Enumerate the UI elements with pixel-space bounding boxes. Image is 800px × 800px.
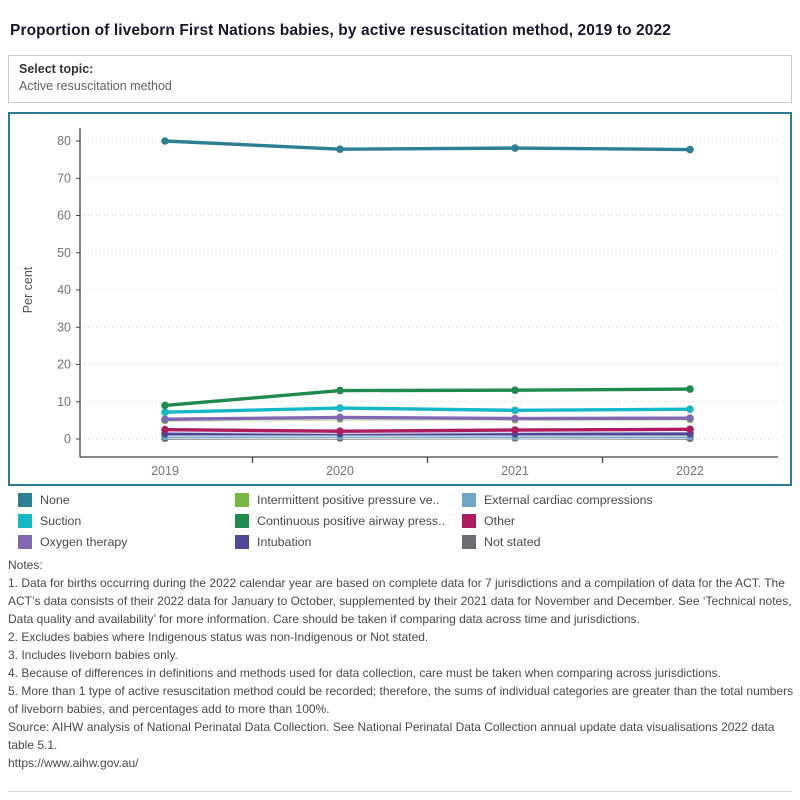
legend-swatch	[462, 513, 476, 528]
note-line: 2. Excludes babies where Indigenous stat…	[8, 630, 429, 644]
topic-selector-label: Select topic:	[19, 62, 94, 76]
y-tick-label: 80	[57, 134, 71, 148]
y-tick-label: 50	[57, 246, 71, 260]
legend-swatch	[18, 513, 32, 528]
page-title: Proportion of liveborn First Nations bab…	[10, 22, 671, 39]
y-tick-label: 60	[57, 209, 71, 223]
y-tick-label: 10	[57, 395, 71, 409]
legend-item-oxygen-therapy[interactable]: Oxygen therapy	[18, 534, 235, 549]
legend-item-external-cardiac-compressions[interactable]: External cardiac compressions	[462, 492, 790, 507]
data-point-none-2022[interactable]	[686, 145, 694, 154]
data-point-continuous-positive-airway-pressure-2022[interactable]	[686, 385, 694, 393]
y-tick-label: 40	[57, 283, 71, 297]
data-point-other-2022[interactable]	[686, 425, 694, 434]
x-axis-label-2022: 2022	[676, 464, 704, 478]
topic-selector-value[interactable]: Active resuscitation method	[19, 79, 172, 93]
series-line-suction[interactable]	[163, 406, 692, 414]
data-point-other-2021[interactable]	[511, 426, 519, 434]
legend-label: Suction	[40, 513, 82, 528]
source-url-link[interactable]: https://www.aihw.gov.au/	[8, 756, 139, 770]
legend-swatch	[18, 534, 32, 549]
data-point-suction-2022[interactable]	[686, 405, 694, 414]
legend-label: Not stated	[484, 534, 541, 549]
source-text: Source: AIHW analysis of National Perina…	[8, 720, 775, 752]
note-line: 4. Because of differences in definitions…	[8, 666, 721, 680]
data-point-none-2021[interactable]	[511, 144, 519, 152]
y-tick-label: 20	[57, 358, 71, 372]
legend-label: Other	[484, 513, 515, 528]
data-point-continuous-positive-airway-pressure-2019[interactable]	[161, 401, 169, 410]
series-line-continuous-positive-airway-pressure[interactable]	[163, 387, 692, 408]
data-point-oxygen-therapy-2022[interactable]	[686, 414, 694, 422]
legend-swatch	[462, 534, 476, 549]
data-point-oxygen-therapy-2020[interactable]	[336, 413, 344, 422]
legend-label: Intubation	[257, 534, 312, 549]
series-line-oxygen-therapy[interactable]	[163, 415, 692, 421]
line-chart: 0 10 20 30 40 50 60 70 80 2019 2020 2021 2022 Per cen…	[8, 112, 792, 486]
legend-swatch	[235, 513, 249, 528]
data-point-other-2019[interactable]	[161, 425, 169, 434]
x-axis-label-2019: 2019	[151, 464, 179, 478]
data-point-suction-2021[interactable]	[511, 406, 519, 415]
legend-swatch	[235, 534, 249, 549]
y-tick-label: 70	[57, 171, 71, 185]
legend-item-other[interactable]: Other	[462, 513, 790, 528]
topic-selector: Select topic: Active resuscitation metho…	[8, 55, 792, 103]
legend-item-intubation[interactable]: Intubation	[235, 534, 462, 549]
y-tick-label: 30	[57, 320, 71, 334]
series-line-other[interactable]	[163, 427, 692, 433]
data-point-oxygen-therapy-2021[interactable]	[511, 414, 519, 423]
chart-legend: None Intermittent positive pressure ve.. E…	[18, 492, 790, 549]
legend-label: External cardiac compressions	[484, 492, 653, 507]
notes-heading: Notes:	[8, 558, 43, 572]
notes-section: Notes: 1. Data for births occurring duri…	[8, 556, 794, 772]
data-point-none-2020[interactable]	[336, 145, 344, 153]
legend-item-continuous-positive-airway-press[interactable]: Continuous positive airway press..	[235, 513, 462, 528]
legend-label: None	[40, 492, 70, 507]
legend-label: Intermittent positive pressure ve..	[257, 492, 440, 507]
data-point-suction-2019[interactable]	[161, 408, 169, 416]
legend-item-none[interactable]: None	[18, 492, 235, 507]
data-point-suction-2020[interactable]	[336, 404, 344, 412]
legend-item-suction[interactable]: Suction	[18, 513, 235, 528]
data-point-continuous-positive-airway-pressure-2021[interactable]	[511, 386, 519, 395]
note-line: 1. Data for births occurring during the …	[8, 576, 792, 626]
note-line: 3. Includes liveborn babies only.	[8, 648, 178, 662]
legend-swatch	[462, 492, 476, 507]
legend-label: Continuous positive airway press..	[257, 513, 446, 528]
y-axis-title: Per cent	[21, 266, 35, 313]
series-line-none[interactable]	[163, 139, 692, 152]
data-point-other-2020[interactable]	[336, 427, 344, 435]
data-point-oxygen-therapy-2019[interactable]	[161, 415, 169, 424]
x-axis-label-2021: 2021	[501, 464, 529, 478]
legend-item-intermittent-positive-pressure-ve[interactable]: Intermittent positive pressure ve..	[235, 492, 462, 507]
bottom-divider	[8, 791, 792, 792]
legend-item-not-stated[interactable]: Not stated	[462, 534, 790, 549]
legend-swatch	[235, 492, 249, 507]
y-tick-label: 0	[64, 432, 71, 446]
legend-label: Oxygen therapy	[40, 534, 128, 549]
data-point-continuous-positive-airway-pressure-2020[interactable]	[336, 386, 344, 395]
note-line: 5. More than 1 type of active resuscitat…	[8, 684, 794, 716]
legend-swatch	[18, 492, 32, 507]
chart-canvas: 0 10 20 30 40 50 60 70 80 2019 2020 2021 2022 Per cen…	[21, 128, 778, 478]
data-point-none-2019[interactable]	[161, 137, 169, 145]
x-axis-label-2020: 2020	[326, 464, 354, 478]
